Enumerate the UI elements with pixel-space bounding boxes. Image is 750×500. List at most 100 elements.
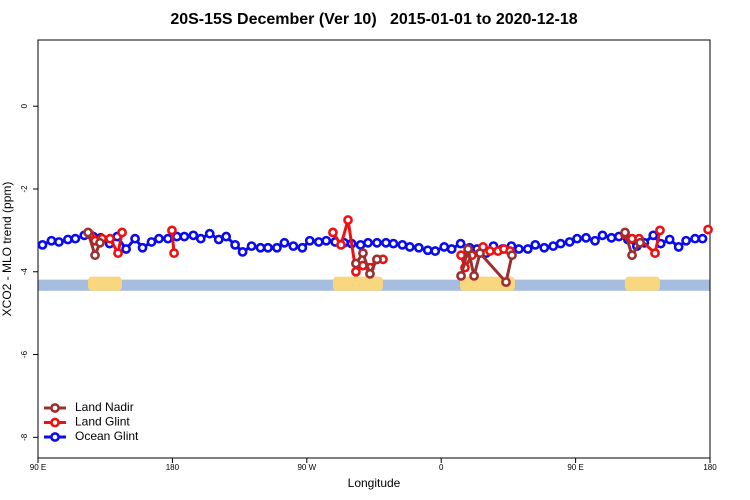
point	[213, 234, 224, 245]
point	[255, 242, 266, 253]
point	[363, 237, 373, 248]
point	[179, 231, 190, 242]
point	[548, 241, 559, 252]
point	[690, 233, 700, 244]
point	[648, 230, 659, 241]
point	[304, 235, 315, 246]
x-tick-label: 90 W	[297, 463, 316, 472]
land-band	[624, 276, 660, 291]
point	[188, 230, 199, 241]
point	[288, 241, 299, 252]
point	[167, 225, 177, 236]
point	[703, 224, 713, 235]
point	[90, 250, 100, 261]
y-tick-label: -6	[20, 350, 29, 358]
point	[455, 238, 466, 249]
point	[555, 238, 566, 249]
chart-title: 20S-15S December (Ver 10) 2015-01-01 to …	[170, 11, 577, 28]
point	[597, 230, 608, 241]
point	[113, 248, 123, 259]
point	[221, 231, 232, 242]
point	[681, 235, 692, 246]
point	[279, 237, 290, 248]
point	[351, 258, 361, 269]
point	[372, 254, 382, 265]
point	[430, 246, 441, 256]
y-tick-label: 0	[20, 103, 29, 108]
point	[456, 250, 466, 261]
x-tick-label: 90 E	[567, 463, 583, 472]
y-tick-label: -2	[20, 185, 29, 193]
point	[54, 237, 64, 247]
point	[297, 242, 308, 253]
point	[381, 237, 391, 248]
point	[358, 248, 368, 259]
point	[237, 246, 248, 257]
point	[606, 232, 617, 243]
point	[501, 277, 511, 288]
point	[105, 233, 115, 244]
land-band	[332, 276, 383, 291]
point	[650, 248, 660, 259]
x-tick-label: 0	[439, 463, 444, 472]
point	[117, 227, 127, 238]
point	[627, 250, 637, 261]
point	[351, 266, 361, 277]
x-tick-label: 180	[703, 463, 717, 472]
point	[313, 237, 324, 247]
point	[336, 239, 346, 250]
plot-frame	[37, 39, 711, 459]
point	[485, 246, 495, 256]
y-tick-label: -8	[20, 433, 29, 441]
legend-label: Ocean Glint	[75, 429, 139, 443]
point	[62, 234, 73, 245]
point	[263, 242, 273, 253]
point	[37, 239, 48, 250]
point	[169, 248, 179, 259]
point	[195, 233, 206, 244]
point	[522, 244, 533, 254]
point	[95, 237, 105, 248]
point	[439, 242, 450, 252]
point	[564, 237, 575, 247]
point	[635, 237, 646, 248]
point	[664, 234, 675, 245]
point	[475, 248, 485, 259]
point	[456, 271, 466, 281]
point	[355, 239, 366, 250]
point	[697, 233, 708, 244]
x-tick-label: 180	[166, 463, 180, 472]
point	[70, 233, 81, 244]
point	[655, 225, 665, 236]
point	[530, 239, 541, 250]
point	[463, 244, 473, 254]
point	[137, 242, 148, 253]
point	[372, 237, 382, 248]
point	[328, 227, 338, 238]
point	[404, 242, 415, 252]
x-tick-label: 90 E	[30, 463, 46, 472]
point	[413, 242, 424, 253]
point	[590, 235, 600, 246]
point	[146, 237, 157, 247]
point	[321, 235, 332, 246]
point	[388, 238, 399, 249]
x-axis-label: Longitude	[348, 476, 401, 490]
legend-label: Land Glint	[75, 415, 130, 429]
legend-marker	[50, 432, 60, 442]
point	[121, 244, 132, 254]
y-axis-label: XCO2 - MLO trend (ppm)	[0, 182, 14, 317]
point	[469, 271, 479, 281]
y-tick-label: -4	[20, 268, 29, 276]
point	[130, 233, 140, 244]
point	[513, 244, 524, 254]
legend-marker	[50, 417, 60, 428]
legend-marker	[50, 403, 60, 413]
point	[365, 268, 375, 279]
point	[673, 242, 684, 252]
point	[46, 235, 57, 246]
point	[620, 227, 630, 238]
point	[507, 250, 517, 261]
legend-label: Land Nadir	[75, 400, 134, 414]
